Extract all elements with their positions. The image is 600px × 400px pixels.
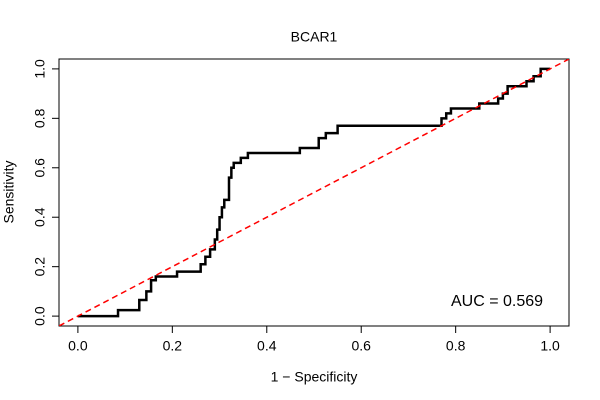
roc-curve — [77, 67, 551, 318]
chart-title: BCAR1 — [291, 29, 338, 45]
x-tick-label: 0.8 — [446, 338, 466, 354]
x-axis-label: 1 − Specificity — [271, 369, 358, 385]
y-axis-label: Sensitivity — [1, 160, 17, 223]
x-tick-label: 0.2 — [163, 338, 183, 354]
y-tick-label: 0.4 — [32, 207, 48, 227]
y-tick-label: 0.6 — [32, 158, 48, 178]
y-tick-label: 0.0 — [32, 306, 48, 326]
auc-annotation: AUC = 0.569 — [451, 293, 543, 310]
x-tick-label: 0.4 — [257, 338, 277, 354]
reference-line — [59, 59, 569, 326]
plot-frame — [58, 58, 570, 327]
x-tick-label: 1.0 — [540, 338, 560, 354]
x-tick-label: 0.0 — [68, 338, 88, 354]
y-tick-label: 0.8 — [32, 108, 48, 128]
y-tick-label: 0.2 — [32, 257, 48, 277]
plot-area — [59, 59, 569, 326]
x-tick-label: 0.6 — [351, 338, 371, 354]
y-tick-label: 1.0 — [32, 59, 48, 79]
